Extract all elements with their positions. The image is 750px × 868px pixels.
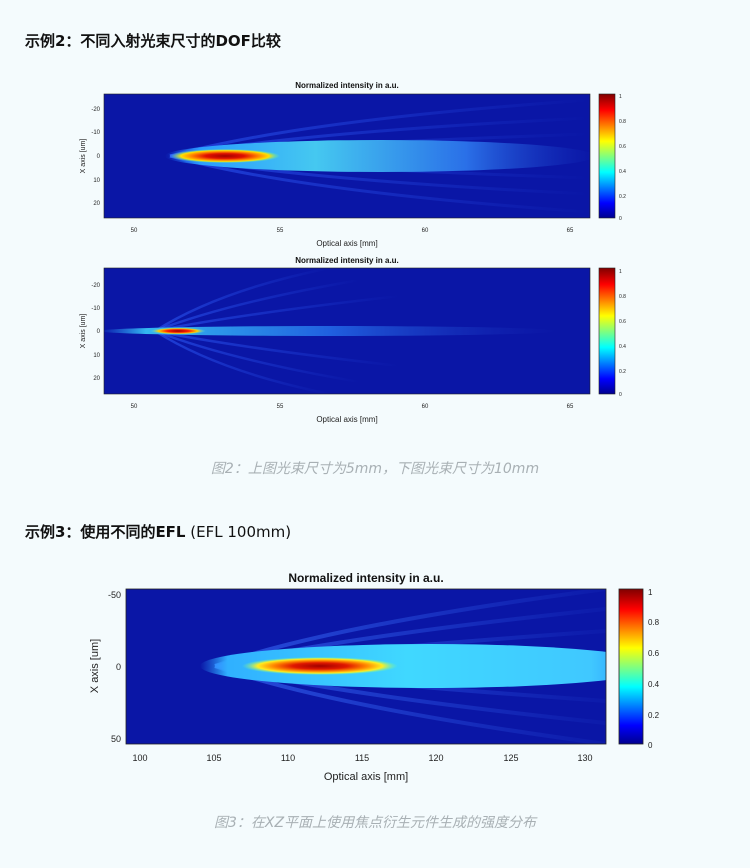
section-heading-example-2: 示例2：不同入射光束尺寸的DOF比较 [25,30,281,51]
colorbar [618,588,644,745]
colorbar-tick: 0 [619,216,622,222]
figure-dof-comparison: Normalized intensity in a.u. -20 -10 0 1… [80,81,626,424]
colorbar [598,267,616,395]
beam-halo [200,644,606,688]
beam-halo [104,326,560,336]
section-heading-text: 示例2：不同入射光束尺寸的DOF比较 [25,32,281,50]
x-axis-label: Optical axis [mm] [324,771,408,783]
x-tick: 130 [577,753,592,763]
y-tick: 10 [93,178,100,184]
panel-title: Normalized intensity in a.u. [295,256,399,265]
figure-caption-2: 图2：上图光束尺寸为5mm，下图光束尺寸为10mm [210,461,540,477]
figure-xz-intensity: Normalized intensity in a.u. -50 0 50 X … [89,571,660,783]
colorbar-tick: 0.6 [619,319,626,325]
colorbar-tick: 0.2 [619,369,626,375]
colorbar-tick: 0.2 [619,194,626,200]
y-tick: 50 [111,734,121,744]
y-axis-label: X axis [um] [80,139,87,174]
x-tick: 55 [277,404,284,410]
y-tick: 20 [93,376,100,382]
y-tick: 10 [93,353,100,359]
colorbar-tick: 0.4 [619,169,626,175]
colorbar-tick: 1 [619,269,622,275]
colorbar-tick: 0.8 [619,119,626,125]
heatmap-panel-bottom: Normalized intensity in a.u. -20 -10 0 1… [80,256,626,424]
y-tick: -10 [91,306,100,312]
x-tick: 65 [567,228,574,234]
x-tick: 55 [277,228,284,234]
colorbar-tick: 0.4 [619,344,626,350]
beam-focus [170,149,280,163]
colorbar-tick: 1 [619,94,622,100]
colorbar [598,93,616,219]
diffraction-fringes [154,268,401,394]
y-axis-label: X axis [um] [80,314,87,349]
colorbar-tick: 0.4 [648,680,660,689]
x-axis-label: Optical axis [mm] [316,415,377,424]
y-tick: -10 [91,130,100,136]
x-tick: 105 [206,753,221,763]
x-tick: 125 [503,753,518,763]
x-tick: 100 [132,753,147,763]
x-tick: 60 [422,404,429,410]
y-tick: 20 [93,201,100,207]
colorbar-tick: 0 [648,741,653,750]
y-tick: 0 [116,662,121,672]
y-tick: 0 [97,329,101,335]
colorbar-tick: 0.6 [619,144,626,150]
colorbar-tick: 0.2 [648,711,660,720]
section-heading-suffix: (EFL 100mm) [185,523,292,541]
x-tick: 50 [131,404,138,410]
colorbar-tick: 0 [619,392,622,398]
x-tick: 50 [131,228,138,234]
colorbar-tick: 1 [648,588,653,597]
beam-halo [165,140,590,172]
y-axis-label: X axis [um] [89,639,101,693]
x-axis-label: Optical axis [mm] [316,239,377,248]
colorbar-tick: 0.8 [648,618,660,627]
section-heading-text: 示例3：使用不同的EFL [25,523,186,541]
y-tick: -50 [108,590,121,600]
y-tick: -20 [91,283,100,289]
x-tick: 60 [422,228,429,234]
beam-focus [150,327,206,335]
section-heading-example-3: 示例3：使用不同的EFL (EFL 100mm) [25,521,291,542]
panel-title: Normalized intensity in a.u. [288,571,443,585]
y-tick: 0 [97,154,101,160]
heatmap-panel-top: Normalized intensity in a.u. -20 -10 0 1… [80,81,626,248]
x-tick: 110 [281,753,295,763]
x-tick: 120 [428,753,443,763]
colorbar-tick: 0.6 [648,649,660,658]
beam-focus [242,657,398,675]
colorbar-tick: 0.8 [619,294,626,300]
y-tick: -20 [91,107,100,113]
panel-title: Normalized intensity in a.u. [295,81,399,90]
x-tick: 115 [355,753,369,763]
figure-caption-3: 图3：在XZ平面上使用焦点衍生元件生成的强度分布 [213,815,537,831]
x-tick: 65 [567,404,574,410]
